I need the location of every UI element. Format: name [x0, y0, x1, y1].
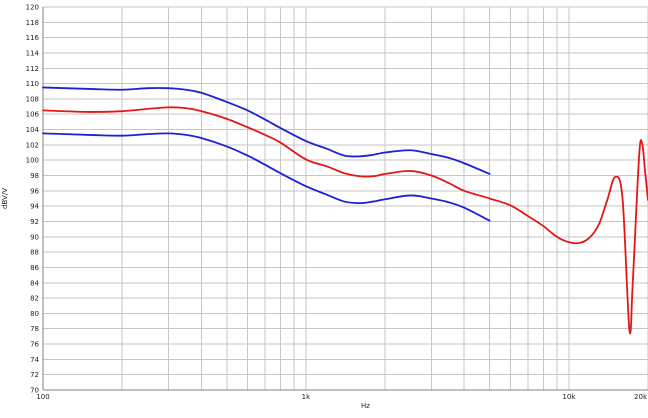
series-lines [42, 86, 648, 335]
y-tick-label: 110 [26, 80, 39, 88]
y-tick-label: 96 [30, 187, 39, 195]
y-tick-label: 104 [26, 126, 40, 134]
y-tick-label: 90 [30, 233, 39, 241]
y-tick-label: 106 [26, 111, 40, 119]
x-tick-label: 20k [634, 393, 648, 401]
x-axis-tick-labels: 100 1k 10k 20k [36, 393, 648, 401]
y-tick-label: 92 [30, 218, 39, 226]
y-tick-label: 82 [30, 295, 39, 303]
y-tick-label: 118 [26, 19, 39, 27]
series-line-3 [42, 132, 491, 222]
y-tick-label: 88 [30, 249, 39, 257]
y-axis-label: dBV/V [1, 188, 9, 209]
y-tick-label: 94 [30, 203, 39, 211]
y-tick-label: 114 [26, 49, 40, 57]
y-tick-label: 112 [26, 65, 39, 73]
y-tick-label: 120 [26, 4, 39, 12]
y-tick-label: 84 [30, 279, 39, 287]
y-tick-label: 76 [30, 341, 39, 349]
y-tick-label: 74 [30, 356, 39, 364]
x-tick-label: 10k [562, 393, 576, 401]
y-tick-label: 100 [26, 157, 39, 165]
y-tick-label: 116 [26, 34, 40, 42]
y-tick-label: 70 [30, 387, 39, 395]
y-tick-label: 72 [30, 371, 39, 379]
x-axis-label: Hz [361, 402, 370, 410]
x-tick-label: 100 [36, 393, 49, 401]
series-line-2 [42, 106, 648, 335]
y-tick-label: 102 [26, 141, 39, 149]
y-tick-label: 98 [30, 172, 39, 180]
series-line-1 [42, 86, 491, 175]
y-tick-label: 80 [30, 310, 39, 318]
y-axis-tick-labels: 70 72 74 76 78 80 82 84 86 88 90 92 94 96 98 100 102 104 1… [26, 4, 40, 395]
y-tick-label: 86 [30, 264, 39, 272]
x-tick-label: 1k [302, 393, 311, 401]
y-tick-label: 78 [30, 325, 39, 333]
y-tick-label: 108 [26, 95, 39, 103]
grid [42, 6, 648, 391]
